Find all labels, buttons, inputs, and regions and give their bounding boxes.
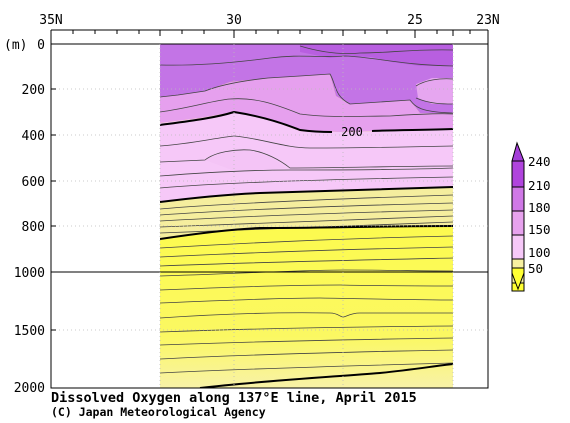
contour-line bbox=[160, 325, 453, 333]
contour-deep bbox=[199, 363, 453, 388]
contour-line bbox=[160, 362, 453, 374]
y-tick-label: 1000 bbox=[14, 266, 45, 281]
y-tick-label: 0 bbox=[37, 38, 45, 53]
y-tick-label: 600 bbox=[22, 175, 45, 190]
contour-line bbox=[415, 97, 453, 105]
contour-line bbox=[160, 297, 453, 304]
band-210-240 bbox=[160, 44, 453, 113]
contour-line bbox=[160, 149, 453, 169]
contour-line bbox=[160, 257, 453, 267]
band-180-210 bbox=[160, 74, 453, 132]
contour-line bbox=[160, 246, 453, 258]
colorbar-label: 210 bbox=[528, 178, 551, 193]
contour-line bbox=[160, 73, 453, 114]
contour-label: 200 bbox=[341, 125, 363, 139]
x-tick-label: 23N bbox=[476, 13, 499, 28]
patch-pale-180 bbox=[205, 150, 286, 170]
contour-line bbox=[160, 269, 453, 277]
chart-title: Dissolved Oxygen along 137°E line, April… bbox=[51, 390, 417, 406]
x-tick-label: 35N bbox=[39, 13, 62, 28]
colorbar-label: 240 bbox=[528, 154, 551, 169]
contour-line bbox=[160, 55, 453, 67]
band-150-180 bbox=[160, 112, 453, 202]
contour-line bbox=[160, 135, 453, 149]
contour-line bbox=[160, 98, 453, 117]
y-tick-label: 200 bbox=[22, 83, 45, 98]
chart-credit: (C) Japan Meteorological Agency bbox=[51, 405, 266, 419]
y-tick-label: 800 bbox=[22, 220, 45, 235]
colorbar-label: 180 bbox=[528, 200, 551, 215]
contour-line bbox=[160, 176, 453, 189]
bold-contour-layer bbox=[160, 110, 453, 388]
x-tick-label: 30 bbox=[226, 13, 242, 28]
colorbar-swatch bbox=[511, 160, 525, 188]
y-tick-label: 2000 bbox=[14, 381, 45, 396]
colorbar: 240 210 180 150 100 50 bbox=[511, 141, 551, 292]
contour-line bbox=[415, 78, 453, 87]
contour-line bbox=[160, 215, 453, 228]
contour-200 bbox=[160, 110, 453, 133]
contour-line bbox=[160, 209, 453, 222]
colorbar-label: 100 bbox=[528, 245, 551, 260]
plot-frame bbox=[50, 43, 489, 389]
y-unit-label: (m) bbox=[4, 38, 27, 53]
colorbar-swatch bbox=[511, 186, 525, 212]
contour-line bbox=[160, 194, 453, 210]
colorbar-swatch bbox=[511, 234, 525, 260]
contour-line bbox=[160, 337, 453, 346]
patch-pale-east bbox=[416, 78, 453, 104]
contour-line bbox=[299, 45, 453, 54]
colorbar-label: 150 bbox=[528, 222, 551, 237]
contour-line bbox=[160, 202, 453, 216]
colorbar-top-arrow bbox=[511, 141, 525, 162]
gridlines bbox=[51, 44, 488, 388]
colorbar-bottom-arrow bbox=[511, 267, 525, 291]
y-tick-label: 400 bbox=[22, 129, 45, 144]
y-tick-label: 1500 bbox=[14, 324, 45, 339]
colorbar-label: 50 bbox=[528, 261, 543, 276]
contour-line bbox=[160, 235, 453, 249]
band-above-240 bbox=[300, 44, 453, 66]
contour-line bbox=[160, 167, 453, 177]
contour-fill-layer bbox=[160, 44, 453, 388]
contour-line bbox=[160, 284, 453, 291]
contour-150 bbox=[160, 186, 453, 203]
contour-line bbox=[160, 312, 453, 319]
thin-contour-layer bbox=[160, 45, 453, 374]
x-tick-label: 25 bbox=[407, 13, 423, 28]
contour-line bbox=[160, 349, 453, 360]
colorbar-swatch bbox=[511, 210, 525, 236]
tick-marks bbox=[50, 29, 489, 331]
